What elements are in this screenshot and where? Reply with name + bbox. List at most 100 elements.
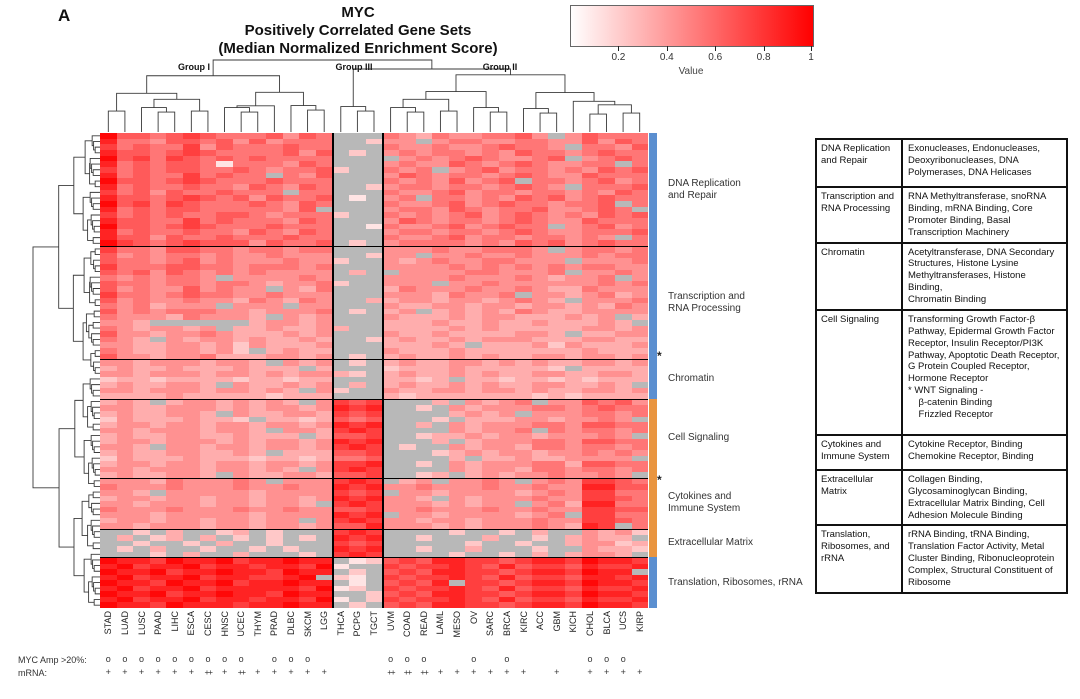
column-label-dlbc: DLBC bbox=[286, 611, 296, 636]
heatmap-row bbox=[100, 449, 649, 456]
heatmap-row bbox=[100, 501, 649, 507]
heatmap-row bbox=[100, 478, 649, 485]
category-color-segment-blue bbox=[649, 133, 657, 399]
heatmap-matrix bbox=[100, 133, 649, 608]
mrna-mark: + bbox=[554, 667, 560, 677]
heatmap-row bbox=[100, 149, 649, 156]
column-label-coad: COAD bbox=[402, 611, 413, 638]
heatmap-section-7 bbox=[100, 557, 649, 608]
table-description: rRNA Binding, tRNA Binding, Translation … bbox=[908, 529, 1055, 588]
heatmap-row bbox=[100, 247, 649, 253]
mrna-mark: + bbox=[504, 667, 510, 677]
column-label-lusc: LUSC bbox=[136, 611, 147, 636]
heatmap-row bbox=[100, 472, 649, 478]
amp-mark bbox=[449, 653, 466, 665]
amp-mark: o bbox=[172, 654, 178, 664]
heatmap-row bbox=[100, 495, 649, 502]
color-legend: 0.2 0.4 0.6 0.8 1 Value bbox=[570, 5, 814, 80]
mrna-mark: + bbox=[255, 667, 261, 677]
heatmap-row bbox=[100, 155, 649, 162]
mrna-mark: ++ bbox=[403, 667, 412, 677]
heatmap-row bbox=[100, 410, 649, 417]
column-label-paad: PAAD bbox=[153, 611, 164, 635]
heatmap-row bbox=[100, 466, 649, 473]
heatmap-row bbox=[100, 387, 649, 394]
amp-mark bbox=[548, 653, 565, 665]
column-label-esca: ESCA bbox=[186, 611, 197, 636]
mrna-mark: + bbox=[271, 667, 278, 677]
heatmap-row bbox=[100, 314, 649, 321]
heatmap-row bbox=[100, 223, 649, 230]
mrna-mark: ++ bbox=[420, 667, 428, 677]
heatmap-row bbox=[100, 563, 649, 570]
mrna-mark: + bbox=[288, 667, 294, 677]
heatmap-row bbox=[100, 325, 649, 332]
amp-mark: o bbox=[139, 654, 145, 664]
table-row-6: Extracellular Matrix Collagen Binding, Gl… bbox=[817, 468, 1066, 525]
legend-tick bbox=[666, 46, 668, 51]
group-label-2: Group III bbox=[335, 62, 373, 72]
column-label-tgct: TGCT bbox=[369, 611, 380, 636]
amp-mark bbox=[349, 653, 366, 665]
heatmap-row bbox=[100, 263, 649, 270]
amp-mark bbox=[482, 653, 499, 665]
heatmap-row bbox=[100, 336, 649, 343]
column-label-lgg: LGG bbox=[319, 611, 330, 631]
column-label-luad: LUAD bbox=[119, 611, 130, 636]
column-label-kirp: KIRP bbox=[634, 611, 645, 633]
legend-tick bbox=[618, 46, 620, 51]
heatmap-row bbox=[100, 144, 649, 150]
heatmap-row bbox=[100, 438, 649, 445]
heatmap-row bbox=[100, 252, 649, 259]
column-label-stad: STAD bbox=[103, 611, 114, 635]
table-row-2: Transcription and RNA Processing RNA Meth… bbox=[817, 186, 1066, 242]
heatmap-row bbox=[100, 433, 649, 439]
mrna-mark bbox=[565, 666, 582, 678]
heatmap-row bbox=[100, 512, 649, 518]
table-row-3: Chromatin Acetyltransferase, DNA Secondar… bbox=[817, 241, 1066, 309]
mrna-mark: + bbox=[155, 667, 161, 677]
legend-tick bbox=[811, 46, 812, 51]
column-label-prad: PRAD bbox=[269, 611, 280, 637]
heatmap-row bbox=[100, 523, 649, 529]
heatmap-row bbox=[100, 200, 649, 207]
table-row-1: DNA Replication and Repair Exonucleases, … bbox=[817, 140, 1066, 186]
table-term: Cell Signaling bbox=[817, 310, 903, 434]
column-label-ucec: UCEC bbox=[236, 611, 247, 637]
mrna-mark: + bbox=[321, 667, 327, 677]
amp-mark: o bbox=[305, 654, 311, 664]
table-term: DNA Replication and Repair bbox=[817, 140, 903, 186]
section-label-2: Transcription and RNA Processing bbox=[668, 290, 745, 314]
table-description: Transforming Growth Factor-β Pathway, Ep… bbox=[908, 313, 1060, 420]
amp-annotation-label: MYC Amp >20%: bbox=[18, 655, 87, 665]
amp-mark: o bbox=[404, 654, 410, 664]
group-label-3: Group II bbox=[482, 62, 518, 72]
heatmap-row bbox=[100, 574, 649, 581]
column-label-chol: CHOL bbox=[584, 611, 595, 637]
heatmap-row bbox=[100, 234, 649, 241]
table-description: RNA Methyltransferase, snoRNA Binding, m… bbox=[908, 191, 1046, 238]
table-row-7: Translation, Ribosomes, and rRNA rRNA Bin… bbox=[817, 524, 1066, 593]
section-label-3: Chromatin bbox=[668, 372, 715, 384]
amp-mark: o bbox=[504, 654, 510, 664]
mrna-mark: + bbox=[105, 667, 111, 677]
section-label-7: Translation, Ribosomes, rRNA bbox=[668, 576, 803, 588]
amp-mark: o bbox=[388, 654, 394, 664]
heatmap-row bbox=[100, 212, 649, 218]
amp-mark: o bbox=[238, 654, 244, 664]
mrna-mark: + bbox=[454, 667, 460, 677]
title-line-1: MYC bbox=[341, 4, 375, 21]
heatmap-row bbox=[100, 291, 649, 298]
heatmap-row bbox=[100, 161, 649, 167]
heatmap-row bbox=[100, 183, 649, 190]
column-label-hnsc: HNSC bbox=[219, 611, 230, 637]
heatmap-row bbox=[100, 399, 649, 406]
legend-tick-label: 0.4 bbox=[659, 52, 674, 63]
mrna-mark: ++ bbox=[387, 667, 395, 677]
heatmap-section-5 bbox=[100, 477, 649, 529]
legend-tick bbox=[763, 46, 765, 51]
heatmap-row bbox=[100, 427, 649, 434]
amp-mark: o bbox=[604, 654, 610, 664]
legend-tick bbox=[715, 46, 717, 51]
